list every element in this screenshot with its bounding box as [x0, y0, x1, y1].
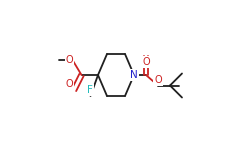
Text: O: O [66, 79, 73, 89]
Text: O: O [66, 55, 73, 65]
Text: O: O [154, 75, 162, 85]
Text: F: F [87, 85, 93, 95]
Text: N: N [130, 70, 138, 80]
Text: O: O [142, 57, 150, 67]
